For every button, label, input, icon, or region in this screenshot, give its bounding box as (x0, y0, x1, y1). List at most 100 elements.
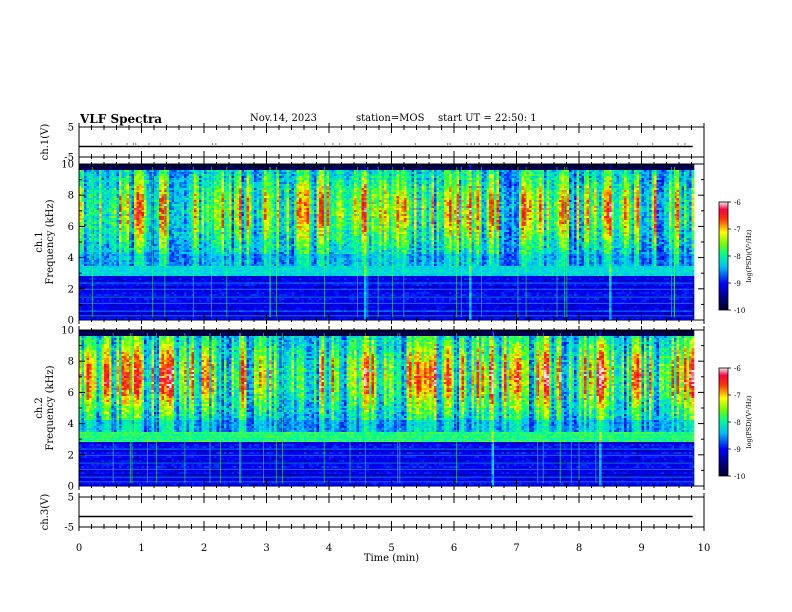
spectrogram-cell (131, 298, 135, 301)
spectrogram-cell (96, 258, 100, 261)
spectrogram-cell (174, 240, 177, 243)
spectrogram-cell (141, 298, 145, 301)
spectrogram-cell (139, 284, 142, 287)
spectrogram-cell (214, 312, 217, 315)
spectrogram-cell (206, 222, 210, 225)
spectrogram-cell (169, 198, 172, 201)
spectrogram-cell (84, 278, 87, 281)
spectrogram-cell (201, 300, 205, 303)
spectrogram-cell (199, 198, 202, 201)
spectrogram-cell (86, 270, 90, 273)
spectrogram-cell (159, 222, 162, 225)
spectrogram-cell (146, 270, 150, 273)
spectrogram-cell (171, 318, 175, 321)
spectrogram-cell (129, 214, 132, 217)
spectrogram-cell (204, 266, 207, 269)
spectrogram-cell (81, 272, 85, 275)
spectrogram-cell (154, 190, 157, 193)
spectrogram-cell (206, 228, 210, 231)
spectrogram-cell (149, 306, 152, 309)
spectrogram-cell (119, 250, 122, 253)
spectrogram-cell (166, 300, 170, 303)
spectrogram-cell (176, 258, 180, 261)
spectrogram-cell (221, 284, 225, 287)
spectrogram-cell (144, 248, 147, 251)
spectrogram-cell (106, 278, 110, 281)
spectrogram-cell (86, 256, 90, 259)
spectrogram-cell (181, 218, 185, 221)
spectrogram-cell (184, 246, 187, 249)
spectrogram-cell (106, 262, 110, 265)
spectrogram-cell (94, 172, 97, 175)
spectrogram-cell (114, 280, 117, 283)
spectrogram-cell (184, 184, 187, 187)
spectrogram-cell (189, 220, 192, 223)
spectrogram-cell (166, 178, 170, 181)
spectrogram-cell (216, 232, 220, 235)
spectrogram-cell (209, 180, 212, 183)
spectrogram-cell (204, 202, 207, 205)
spectrogram-cell (111, 272, 115, 275)
spectrogram-cell (86, 224, 90, 227)
spectrogram-cell (149, 260, 152, 263)
spectrogram-cell (99, 258, 102, 261)
spectrogram-cell (81, 242, 85, 245)
spectrogram-cell (119, 300, 122, 303)
spectrogram-cell (219, 234, 222, 237)
spectrogram-cell (211, 298, 215, 301)
spectrogram-cell (131, 272, 135, 275)
spectrogram-cell (136, 294, 140, 297)
spectrogram-cell (164, 184, 167, 187)
spectrogram-cell (164, 266, 167, 269)
spectrogram-cell (131, 244, 135, 247)
spectrogram-cell (106, 210, 110, 213)
spectrogram-cell (129, 298, 132, 301)
spectrogram-cell (101, 312, 105, 315)
spectrogram-cell (201, 210, 205, 213)
spectrogram-cell (149, 290, 152, 293)
spectrogram-cell (126, 178, 130, 181)
spectrogram-cell (86, 262, 90, 265)
spectrogram-cell (111, 254, 115, 257)
spectrogram-cell (184, 312, 187, 315)
spectrogram-cell (181, 294, 185, 297)
spectrogram-cell (96, 238, 100, 241)
spectrogram-cell (89, 208, 92, 211)
spectrogram-cell (176, 196, 180, 199)
spectrogram-cell (144, 190, 147, 193)
spectrogram-cell (169, 192, 172, 195)
spectrogram-cell (219, 242, 222, 245)
spectrogram-cell (179, 262, 182, 265)
spectrogram-cell (109, 180, 112, 183)
spectrogram-cell (104, 206, 107, 209)
spectrogram-cell (144, 292, 147, 295)
spectrogram-cell (219, 192, 222, 195)
spectrogram-cell (139, 300, 142, 303)
spectrogram-cell (94, 210, 97, 213)
spectrogram-cell (224, 214, 227, 217)
spectrogram-cell (139, 246, 142, 249)
spectrogram-cell (111, 316, 115, 319)
spectrogram-cell (101, 210, 105, 213)
spectrogram-cell (124, 264, 127, 267)
spectrogram-cell (221, 184, 225, 187)
spectrogram-cell (226, 252, 230, 255)
spectrogram-cell (81, 286, 85, 289)
spectrogram-cell (134, 272, 137, 275)
spectrogram-cell (194, 236, 197, 239)
spectrogram-cell (141, 312, 145, 315)
spectrogram-cell (189, 300, 192, 303)
spectrogram-cell (96, 232, 100, 235)
spectrogram-cell (211, 190, 215, 193)
spectrogram-cell (226, 236, 230, 239)
spectrogram-cell (79, 270, 82, 273)
spectrogram-cell (216, 318, 220, 321)
spectrogram-cell (201, 248, 205, 251)
spectrogram-cell (86, 166, 90, 169)
spectrogram-cell (171, 216, 175, 219)
spectrogram-cell (206, 258, 210, 261)
spectrogram-cell (189, 260, 192, 263)
spectrogram-cell (94, 214, 97, 217)
spectrogram-cell (214, 216, 217, 219)
spectrogram-cell (81, 254, 85, 257)
